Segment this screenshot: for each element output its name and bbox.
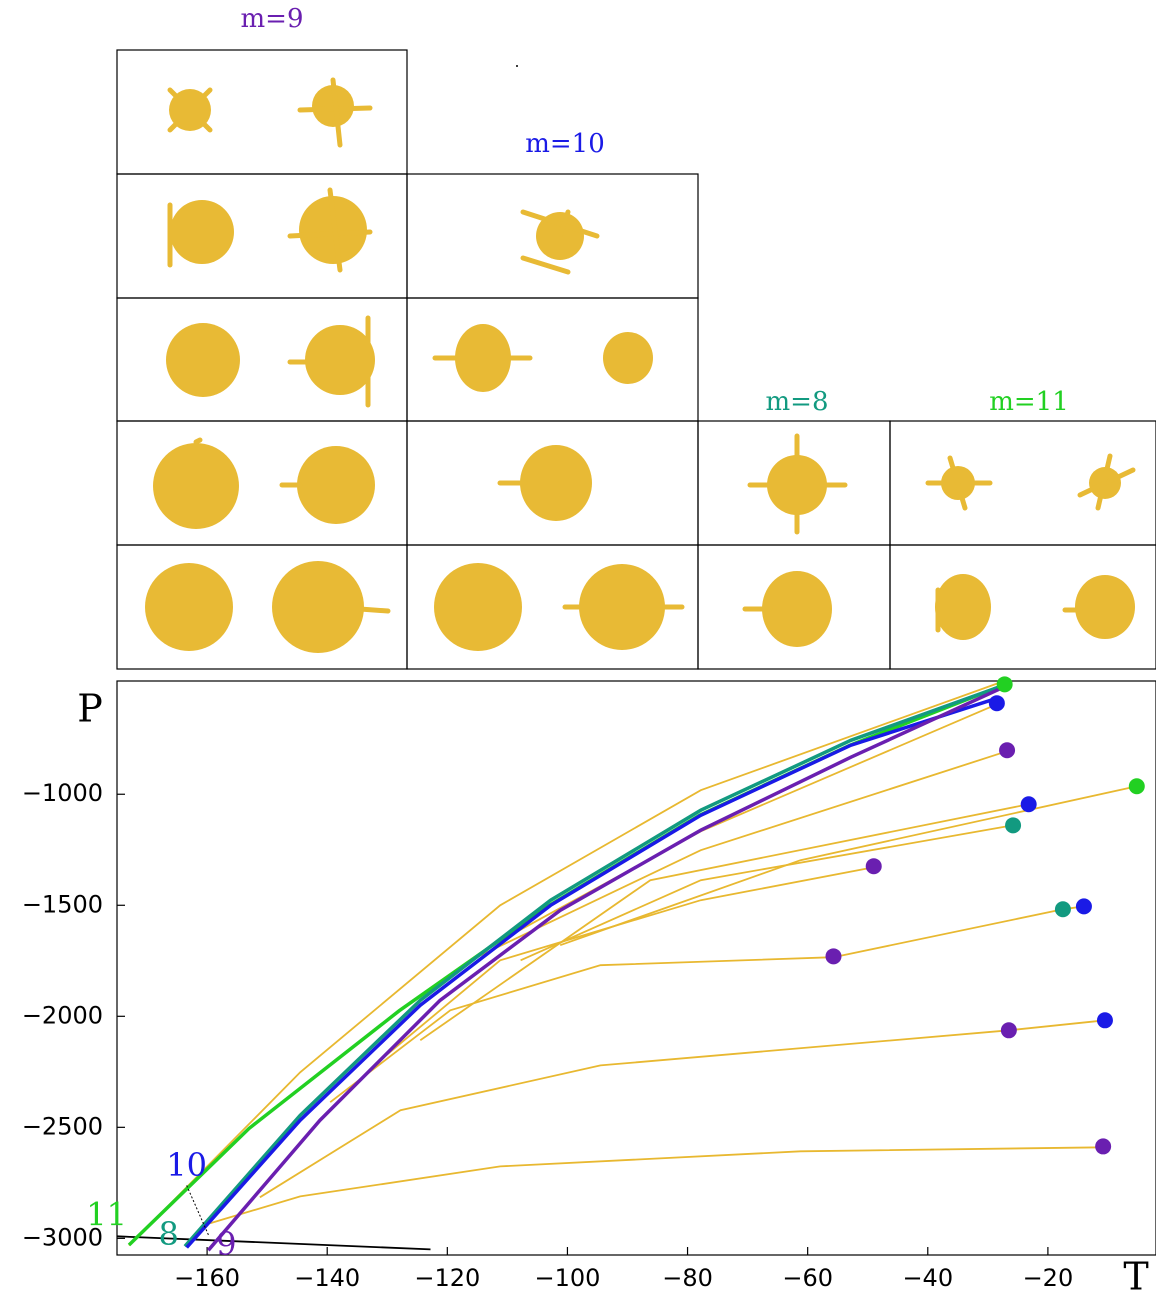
x-tick-label: −60 — [782, 1264, 833, 1292]
point — [1128, 778, 1145, 795]
y-axis-label: P — [77, 687, 103, 731]
branch — [499, 703, 998, 942]
branch — [128, 681, 1002, 1247]
branch — [469, 750, 1008, 962]
x-tick-label: −80 — [662, 1264, 713, 1292]
cell — [889, 544, 1156, 670]
series-label: 11 — [86, 1196, 127, 1234]
point — [1000, 1022, 1017, 1039]
branch — [520, 824, 1014, 962]
panel-label: m=11 — [989, 387, 1069, 417]
curve — [185, 696, 998, 1249]
x-tick-label: −140 — [294, 1264, 360, 1292]
series-label: 8 — [159, 1215, 179, 1253]
x-tick-label: −40 — [902, 1264, 953, 1292]
point — [1075, 898, 1092, 915]
point — [996, 676, 1013, 693]
branch — [116, 1235, 431, 1251]
branch — [559, 785, 1137, 947]
point — [1054, 901, 1071, 918]
point — [825, 948, 842, 965]
x-tick-label: −100 — [534, 1264, 600, 1292]
point — [1096, 1012, 1113, 1029]
y-tick-label: −2000 — [22, 1001, 103, 1029]
y-tick-label: −1500 — [22, 890, 103, 918]
curve — [206, 686, 1002, 1252]
cell — [116, 49, 408, 175]
y-tick-label: −3000 — [22, 1223, 103, 1251]
point — [999, 742, 1016, 759]
y-tick-label: −2500 — [22, 1112, 103, 1140]
dot — [516, 65, 518, 67]
y-tick-label: −1000 — [22, 779, 103, 807]
plot-frame — [116, 680, 1156, 1256]
branch — [329, 905, 1085, 1103]
point — [865, 858, 882, 875]
point — [1005, 817, 1022, 834]
series-label: 9 — [216, 1225, 236, 1263]
point — [1095, 1138, 1112, 1155]
branch — [209, 1146, 1104, 1225]
curve — [183, 684, 1002, 1248]
point — [988, 695, 1005, 712]
shape-panels — [116, 49, 1156, 670]
panel-label: m=10 — [525, 129, 605, 159]
branch — [419, 803, 1029, 1042]
x-tick-label: −20 — [1023, 1264, 1074, 1292]
series-label: 10 — [166, 1146, 207, 1184]
panel-label: m=8 — [766, 387, 829, 417]
shapes — [145, 77, 1136, 653]
point — [1020, 796, 1037, 813]
x-axis-label: T — [1123, 1255, 1148, 1299]
panel-label: m=9 — [241, 4, 304, 34]
branch — [259, 1019, 1106, 1199]
x-tick-label: −120 — [414, 1264, 480, 1292]
annotation-arrow — [186, 1185, 210, 1236]
x-tick-label: −160 — [174, 1264, 240, 1292]
